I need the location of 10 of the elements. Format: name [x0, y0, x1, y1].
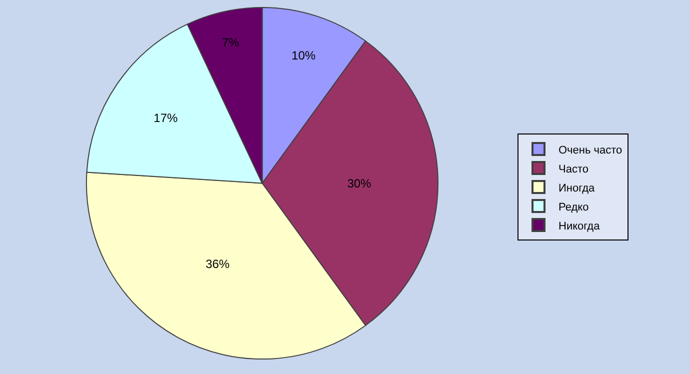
data-label: 17% — [154, 110, 178, 125]
legend-label: Часто — [558, 163, 588, 176]
legend-label: Очень часто — [558, 144, 622, 156]
legend-label: Иногда — [558, 182, 596, 194]
legend-label: Никогда — [558, 220, 601, 232]
legend-label: Редко — [558, 201, 589, 214]
data-label: 7% — [222, 35, 240, 50]
data-label: 36% — [206, 257, 230, 272]
data-label: 10% — [292, 48, 316, 63]
data-label: 30% — [347, 176, 372, 190]
